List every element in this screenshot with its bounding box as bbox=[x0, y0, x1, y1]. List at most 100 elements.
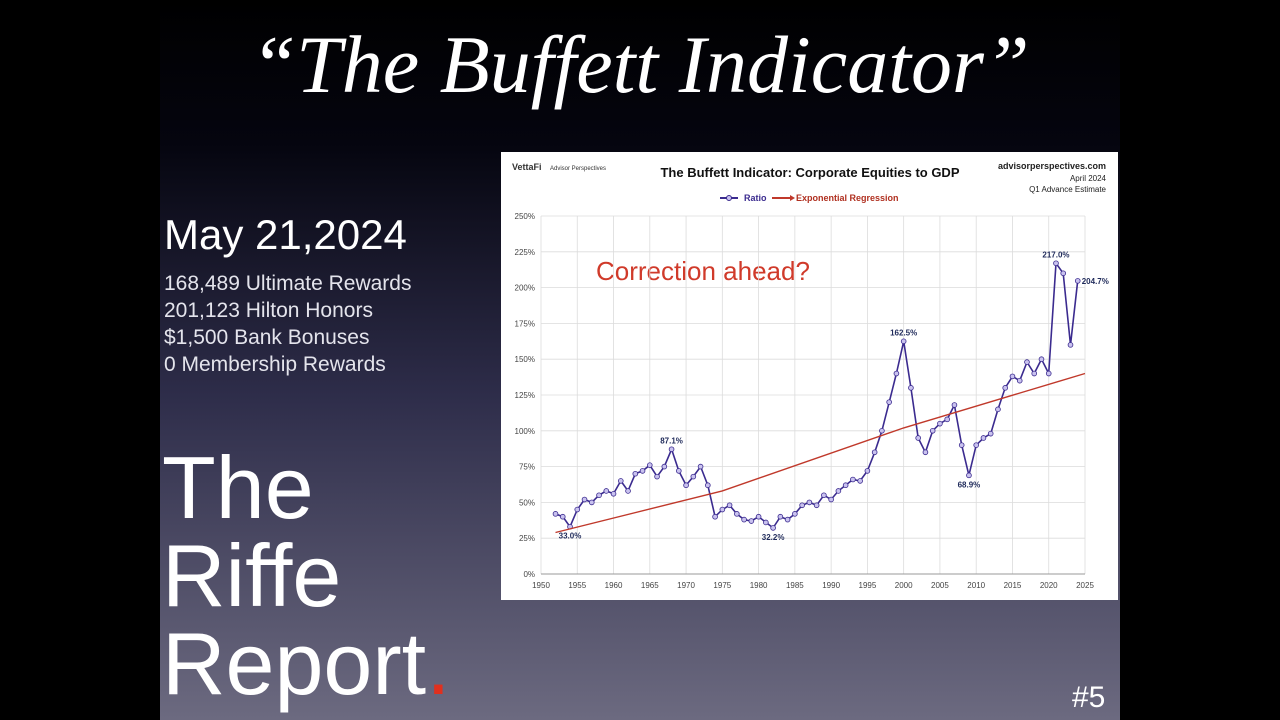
stat: $1,500 Bank Bonuses bbox=[164, 326, 370, 349]
x-tick-label: 1960 bbox=[605, 581, 623, 590]
x-tick-label: 1980 bbox=[750, 581, 768, 590]
point bbox=[1067, 342, 1074, 348]
point bbox=[646, 462, 653, 468]
source-date: April 2024 bbox=[1070, 174, 1107, 183]
brand: Report. bbox=[162, 614, 451, 713]
chart: VettaFi Advisor Perspectives The Buffett… bbox=[501, 152, 1118, 600]
point bbox=[581, 496, 588, 503]
point bbox=[770, 525, 776, 531]
value-label: 87.1% bbox=[660, 436, 683, 445]
point bbox=[574, 506, 581, 513]
point bbox=[951, 402, 958, 408]
point bbox=[784, 516, 791, 523]
y-tick-label: 150% bbox=[515, 355, 535, 364]
point bbox=[857, 478, 863, 484]
x-tick-label: 1990 bbox=[822, 581, 840, 590]
point bbox=[734, 511, 740, 517]
point bbox=[987, 430, 994, 437]
point bbox=[850, 476, 856, 483]
x-tick-label: 2000 bbox=[895, 581, 913, 590]
point bbox=[661, 463, 668, 470]
point bbox=[821, 492, 827, 499]
brand: The bbox=[162, 438, 314, 537]
stat: 168,489 Ultimate Rewards bbox=[164, 272, 411, 295]
legend-label: Ratio bbox=[744, 193, 767, 203]
point bbox=[668, 446, 675, 453]
point bbox=[603, 488, 610, 494]
point bbox=[864, 468, 871, 474]
point bbox=[625, 488, 631, 494]
y-tick-label: 225% bbox=[515, 248, 535, 257]
point bbox=[980, 435, 987, 441]
logo-sub: Advisor Perspectives bbox=[550, 166, 606, 172]
value-label: 32.2% bbox=[762, 533, 785, 542]
point bbox=[1009, 373, 1016, 380]
y-tick-label: 175% bbox=[515, 319, 535, 328]
brand-dot: . bbox=[426, 614, 450, 713]
brand-word: Report bbox=[162, 614, 426, 713]
point bbox=[806, 499, 813, 506]
point bbox=[1016, 377, 1023, 384]
point bbox=[1060, 270, 1067, 277]
point bbox=[908, 385, 914, 391]
point bbox=[995, 406, 1001, 413]
source-note: Q1 Advance Estimate bbox=[1029, 185, 1106, 194]
stat: 0 Membership Rewards bbox=[164, 353, 386, 376]
y-tick-label: 50% bbox=[519, 498, 535, 507]
source: advisorperspectives.com bbox=[998, 161, 1106, 171]
point bbox=[944, 416, 950, 423]
y-tick-label: 250% bbox=[515, 212, 535, 221]
point bbox=[705, 482, 711, 489]
x-tick-label: 1965 bbox=[641, 581, 659, 590]
point bbox=[1002, 385, 1009, 391]
point bbox=[690, 473, 697, 480]
y-tick-label: 75% bbox=[519, 463, 535, 472]
point bbox=[755, 513, 762, 520]
value-label: 162.5% bbox=[890, 328, 917, 337]
point bbox=[654, 473, 660, 480]
point bbox=[835, 488, 842, 494]
point bbox=[1031, 370, 1038, 377]
date: May 21,2024 bbox=[164, 211, 407, 258]
x-tick-label: 2010 bbox=[967, 581, 985, 590]
point bbox=[676, 468, 682, 474]
x-tick-label: 1975 bbox=[713, 581, 731, 590]
value-label: 204.7% bbox=[1082, 277, 1109, 286]
point bbox=[639, 468, 646, 474]
point bbox=[1038, 356, 1045, 363]
point bbox=[937, 420, 943, 427]
point bbox=[915, 435, 921, 441]
point bbox=[1024, 359, 1030, 365]
point bbox=[871, 449, 878, 456]
x-tick-label: 2015 bbox=[1004, 581, 1022, 590]
point bbox=[1074, 278, 1081, 284]
point bbox=[929, 427, 936, 434]
x-tick-label: 1985 bbox=[786, 581, 804, 590]
point bbox=[588, 499, 595, 506]
point bbox=[973, 442, 979, 448]
x-tick-label: 2020 bbox=[1040, 581, 1058, 590]
point bbox=[719, 506, 726, 513]
y-tick-label: 125% bbox=[515, 391, 535, 400]
value-label: 68.9% bbox=[958, 480, 981, 489]
logo: VettaFi bbox=[512, 162, 542, 172]
slide-title: “The Buffett Indicator” bbox=[251, 19, 1030, 110]
x-tick-label: 1955 bbox=[568, 581, 586, 590]
x-tick-label: 2005 bbox=[931, 581, 949, 590]
point bbox=[900, 338, 907, 345]
point bbox=[828, 496, 834, 503]
point bbox=[958, 442, 965, 448]
point bbox=[842, 482, 849, 489]
x-tick-label: 1995 bbox=[859, 581, 877, 590]
point bbox=[610, 491, 617, 497]
slide-number: #5 bbox=[1072, 681, 1105, 714]
point bbox=[726, 502, 733, 509]
point bbox=[966, 472, 972, 479]
value-label: 33.0% bbox=[559, 532, 582, 541]
point bbox=[813, 502, 820, 509]
y-tick-label: 100% bbox=[515, 427, 535, 436]
annotation: Correction ahead? bbox=[596, 256, 810, 286]
y-tick-label: 25% bbox=[519, 534, 535, 543]
brand: Riffe bbox=[162, 526, 341, 625]
legend-label: Exponential Regression bbox=[796, 193, 899, 203]
